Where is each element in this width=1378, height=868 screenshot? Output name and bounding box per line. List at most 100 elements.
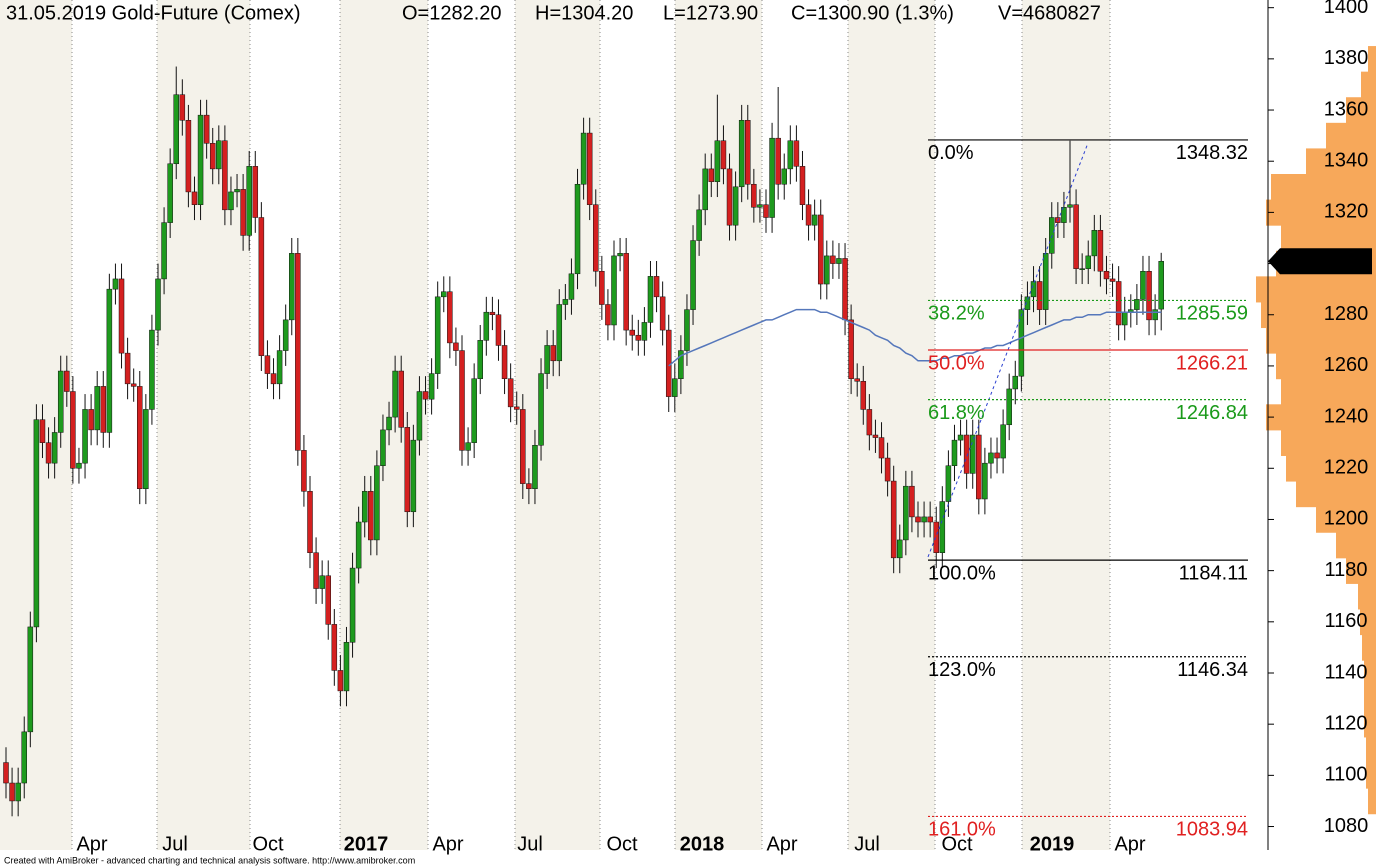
candle-body: [793, 140, 800, 167]
candle-body: [568, 273, 575, 300]
candle-body: [751, 183, 757, 208]
candle-body: [951, 439, 958, 466]
fib-label: 100.0%: [928, 562, 996, 584]
candle-body: [830, 255, 836, 264]
candle-body: [64, 370, 70, 392]
volume-profile-bar: [1281, 429, 1376, 456]
candle-body: [1073, 204, 1079, 269]
fib-label: 61.8%: [928, 402, 985, 424]
candle-body: [301, 450, 307, 492]
header-volume: V=4680827: [998, 2, 1101, 24]
candle-body: [289, 253, 295, 321]
candle-body: [562, 299, 569, 305]
candle-body: [1097, 230, 1104, 272]
candle-body: [45, 442, 52, 464]
candle-body: [647, 276, 654, 323]
candle-body: [1134, 299, 1140, 310]
candle-body: [495, 314, 502, 346]
last-price-tag: [1268, 248, 1372, 275]
candle-body: [489, 311, 496, 315]
candle-body: [1067, 204, 1073, 208]
candle-body: [817, 214, 824, 285]
candle-body: [392, 370, 398, 418]
volume-profile-bar: [1256, 276, 1376, 303]
candle-body: [112, 278, 119, 290]
fib-value: 1146.34: [1177, 659, 1248, 681]
volume-profile-bar: [1276, 353, 1376, 380]
volume-profile-bar: [1360, 609, 1376, 636]
candle-body: [319, 575, 325, 589]
candle-body: [325, 575, 331, 625]
header-high: H=1304.20: [535, 2, 633, 24]
candle-body: [678, 350, 684, 379]
volume-profile-bar: [1306, 148, 1376, 175]
candle-body: [143, 409, 149, 490]
volume-profile-bar: [1281, 225, 1376, 252]
candle-body: [866, 409, 873, 436]
candle-body: [1030, 281, 1037, 298]
candle-body: [307, 491, 313, 553]
candle-body: [361, 491, 368, 523]
candle-body: [915, 516, 921, 523]
candle-body: [1079, 268, 1085, 270]
fib-label: 50.0%: [928, 352, 985, 374]
candle-body: [94, 386, 100, 431]
y-tick-label: 1380: [1324, 47, 1369, 69]
candle-body: [57, 370, 64, 433]
candle-body: [167, 163, 173, 223]
candle-body: [246, 166, 252, 236]
candle-body: [295, 253, 301, 451]
candle-body: [434, 296, 441, 374]
candle-body: [1152, 309, 1158, 321]
y-tick-label: 1120: [1324, 712, 1367, 734]
plot: [3, 66, 1164, 817]
candle-body: [258, 217, 265, 356]
candle-body: [1000, 424, 1006, 459]
candle-body: [1006, 388, 1012, 426]
y-tick-label: 1180: [1324, 559, 1367, 581]
candle-body: [39, 419, 46, 443]
candle-body: [343, 642, 350, 692]
volume-profile-bar: [1286, 455, 1376, 482]
candle-body: [1091, 230, 1098, 257]
candle-body: [945, 465, 952, 502]
candle-body: [197, 114, 204, 205]
candle-body: [483, 311, 490, 341]
fib-value: 1246.84: [1176, 402, 1248, 424]
candle-body: [355, 521, 362, 569]
volume-profile-bar: [1368, 788, 1376, 815]
candle-body: [1036, 281, 1043, 310]
candle-body: [1115, 281, 1122, 326]
candle-body: [988, 452, 994, 464]
candle-body: [799, 166, 806, 205]
candle-body: [410, 439, 417, 513]
candle-body: [477, 340, 483, 379]
trend-line: [927, 142, 1089, 558]
candle-body: [538, 373, 544, 446]
volume-profile-bar: [1358, 583, 1376, 610]
x-tick-label: 2018: [680, 833, 725, 855]
candle-body: [349, 567, 356, 643]
candle-body: [100, 386, 107, 433]
candle-body: [842, 258, 848, 321]
y-tick-label: 1140: [1324, 661, 1367, 683]
last-price-label: 1300.9: [1295, 251, 1356, 273]
candle-body: [629, 329, 635, 336]
volume-profile-bar: [1266, 404, 1376, 431]
candle-body: [860, 381, 867, 410]
candle-body: [1085, 255, 1091, 269]
candle-body: [921, 516, 927, 523]
candle-body: [726, 168, 733, 226]
y-tick-label: 1260: [1324, 354, 1369, 376]
fib-label: 38.2%: [928, 303, 985, 325]
candle-body: [593, 204, 599, 272]
x-tick-label: Apr: [766, 833, 797, 855]
header-open: O=1282.20: [402, 2, 502, 24]
x-tick-label: Jul: [517, 833, 543, 855]
candle-body: [684, 309, 690, 351]
volume-profile-bar: [1364, 711, 1376, 738]
volume-profile-bar: [1266, 199, 1376, 226]
header-title: 31.05.2019 Gold-Future (Comex): [6, 2, 301, 24]
volume-profile-bar: [1362, 634, 1376, 661]
volume-profile-bar: [1368, 46, 1376, 73]
